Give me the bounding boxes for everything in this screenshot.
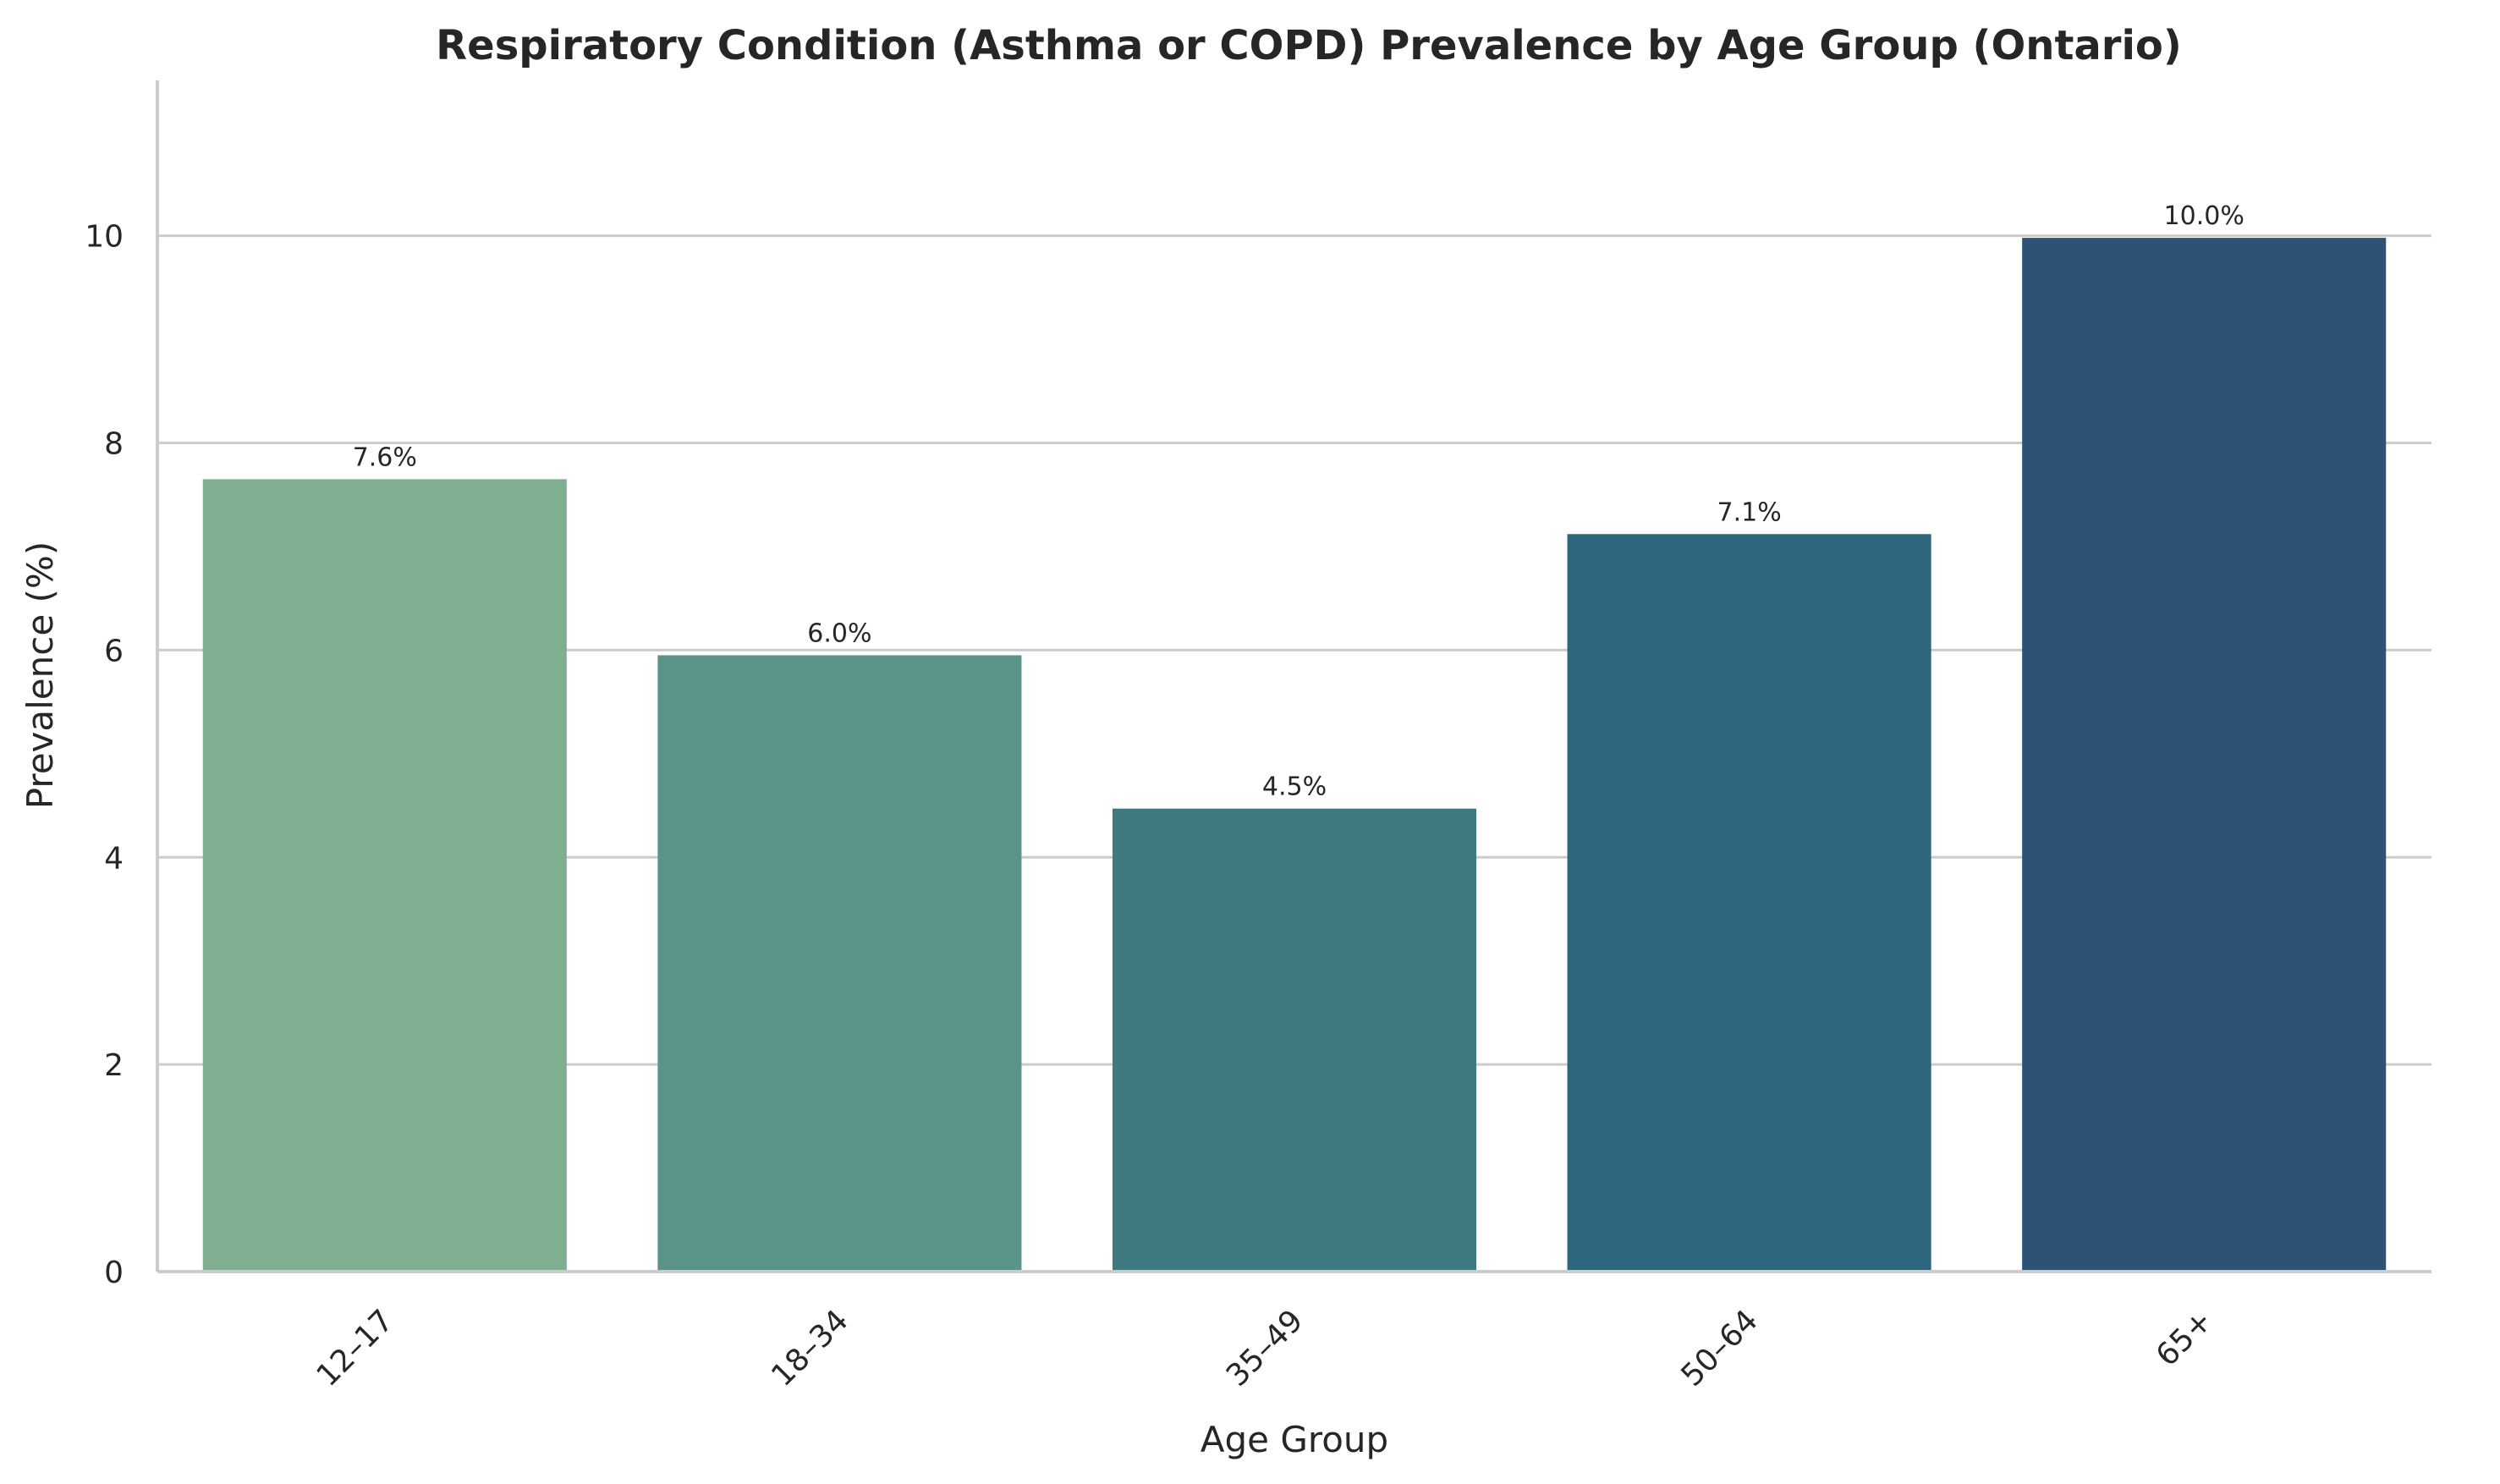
y-tick-label: 6 [104, 634, 124, 668]
bar-12–17 [202, 479, 567, 1272]
data-label: 7.1% [1717, 497, 1781, 527]
x-tick-label: 65+ [2150, 1303, 2220, 1373]
bar-35–49 [1112, 808, 1477, 1272]
bar-65+ [2022, 238, 2387, 1272]
bar-50–64 [1567, 534, 1931, 1272]
y-tick-label: 4 [104, 841, 124, 876]
chart-title: Respiratory Condition (Asthma or COPD) P… [436, 22, 2182, 69]
x-tick-label: 35–49 [1220, 1303, 1310, 1393]
y-axis-label: Prevalence (%) [19, 541, 61, 809]
data-label: 6.0% [807, 619, 871, 649]
bar-labels: 7.6% 6.0% 4.5% 7.1% 10.0% [353, 201, 2245, 802]
y-tick-labels: 0 2 4 6 8 10 [85, 220, 124, 1290]
y-tick-label: 10 [85, 220, 124, 255]
y-tick-label: 8 [104, 427, 124, 462]
data-label: 4.5% [1262, 772, 1327, 802]
x-tick-label: 12–17 [310, 1303, 401, 1393]
data-label: 10.0% [2164, 201, 2245, 231]
y-tick-label: 2 [104, 1048, 124, 1083]
x-axis-label: Age Group [1201, 1419, 1388, 1460]
data-label: 7.6% [353, 442, 417, 472]
x-tick-labels: 12–17 18–34 35–49 50–64 65+ [310, 1303, 2220, 1393]
bars [202, 238, 2387, 1272]
bar-18–34 [657, 655, 1022, 1272]
x-tick-label: 18–34 [765, 1303, 855, 1393]
y-tick-label: 0 [104, 1256, 124, 1290]
x-tick-label: 50–64 [1674, 1303, 1765, 1393]
